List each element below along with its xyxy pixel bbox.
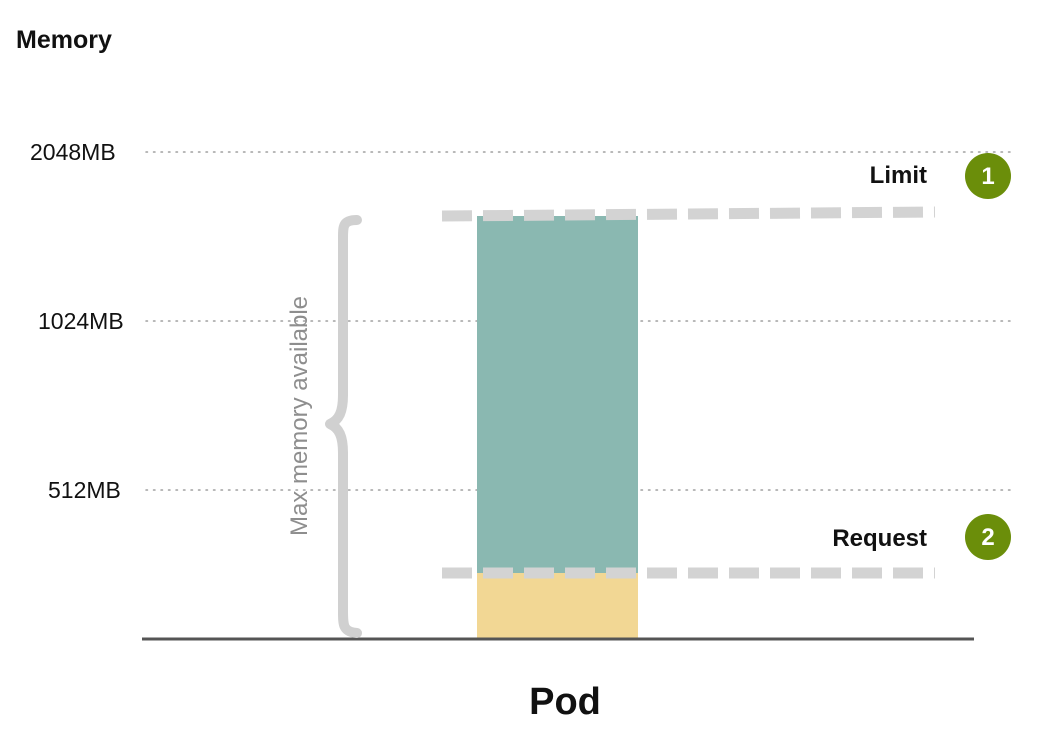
- tick-label-512: 512MB: [48, 477, 121, 503]
- request-label: Request: [832, 525, 927, 552]
- request-badge: 2: [965, 514, 1011, 560]
- bracket-label: Max memory available: [286, 296, 313, 536]
- bracket-icon: [325, 215, 362, 638]
- request-bar: [477, 573, 638, 639]
- limit-badge: 1: [965, 153, 1011, 199]
- y-axis-title: Memory: [16, 26, 112, 54]
- tick-label-1024: 1024MB: [38, 308, 124, 334]
- tick-label-2048: 2048MB: [30, 139, 116, 165]
- x-axis-label: Pod: [529, 681, 601, 723]
- limit-label: Limit: [870, 162, 927, 189]
- limit-bar: [477, 216, 638, 573]
- limit-badge-number: 1: [981, 163, 994, 190]
- limit-badge-circle: [965, 153, 1011, 199]
- gridlines: [145, 151, 1013, 491]
- request-badge-number: 2: [981, 524, 994, 551]
- limit-dashed-line: [441, 206, 936, 222]
- request-badge-circle: [965, 514, 1011, 560]
